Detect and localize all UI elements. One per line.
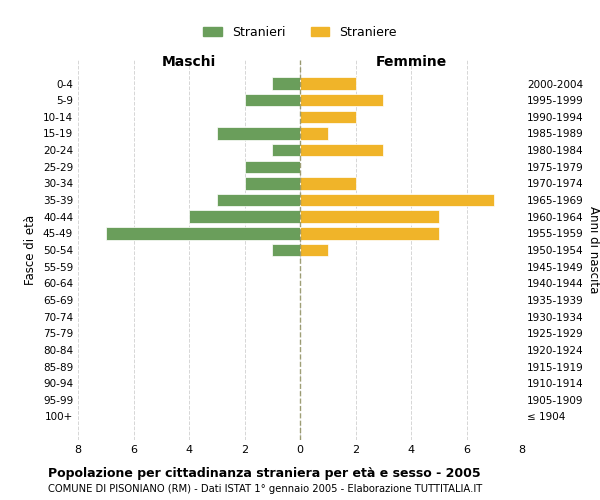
Bar bbox=[272, 144, 300, 156]
Bar bbox=[106, 227, 300, 239]
Bar bbox=[300, 127, 328, 140]
Bar bbox=[245, 177, 300, 190]
Bar bbox=[189, 210, 300, 223]
Bar bbox=[300, 210, 439, 223]
Bar bbox=[245, 94, 300, 106]
Bar bbox=[272, 78, 300, 90]
Bar bbox=[300, 194, 494, 206]
Bar bbox=[300, 177, 355, 190]
Bar bbox=[245, 160, 300, 173]
Legend: Stranieri, Straniere: Stranieri, Straniere bbox=[198, 20, 402, 44]
Bar bbox=[217, 194, 300, 206]
Text: Popolazione per cittadinanza straniera per età e sesso - 2005: Popolazione per cittadinanza straniera p… bbox=[48, 468, 481, 480]
Text: COMUNE DI PISONIANO (RM) - Dati ISTAT 1° gennaio 2005 - Elaborazione TUTTITALIA.: COMUNE DI PISONIANO (RM) - Dati ISTAT 1°… bbox=[48, 484, 482, 494]
Bar bbox=[300, 244, 328, 256]
Bar bbox=[300, 94, 383, 106]
Bar bbox=[217, 127, 300, 140]
Bar bbox=[272, 244, 300, 256]
Bar bbox=[300, 110, 355, 123]
Text: Femmine: Femmine bbox=[376, 54, 446, 68]
Bar bbox=[300, 227, 439, 239]
Y-axis label: Fasce di età: Fasce di età bbox=[25, 215, 37, 285]
Text: Maschi: Maschi bbox=[162, 54, 216, 68]
Y-axis label: Anni di nascita: Anni di nascita bbox=[587, 206, 600, 294]
Bar bbox=[300, 144, 383, 156]
Bar bbox=[300, 78, 355, 90]
